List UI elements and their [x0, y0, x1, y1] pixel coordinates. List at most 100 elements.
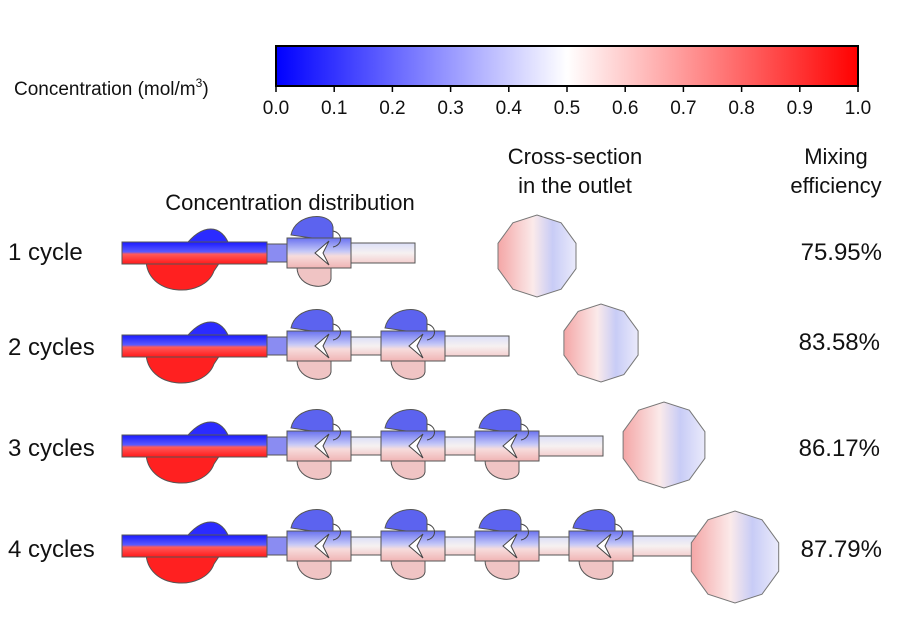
concentration-channel: [121, 509, 698, 584]
curved-baffle: [520, 523, 529, 541]
lower-lobe: [578, 559, 614, 580]
cross-section-polygon: [563, 303, 639, 383]
lower-lobe: [390, 559, 426, 580]
colorbar: Concentration (mol/m3) 0.0 0.1 0.2 0.3 0.4 0.…: [14, 45, 871, 119]
chevron-baffle: [314, 333, 330, 359]
colorbar-tick-label: 0.8: [728, 98, 754, 119]
upper-lobe: [478, 509, 522, 535]
mixing-unit: [286, 409, 352, 480]
colorbar-tick-label: 0.6: [612, 98, 638, 119]
curved-baffle: [426, 323, 435, 341]
outlet-cross-section: [690, 510, 780, 604]
curved-baffle: [520, 423, 529, 441]
mixing-unit: [474, 409, 540, 480]
connector-channel: [444, 536, 476, 556]
curved-baffle: [426, 523, 435, 541]
inlet-channel: [121, 334, 268, 358]
inlet-lower-bulb: [145, 551, 223, 584]
row-label: 1 cycle: [8, 239, 83, 266]
chevron-baffle: [408, 533, 424, 559]
curved-baffle: [332, 230, 341, 248]
lower-lobe: [484, 459, 520, 480]
colorbar-tick-label: 1.0: [845, 98, 871, 119]
lower-lobe: [296, 459, 332, 480]
connector-channel: [350, 436, 382, 456]
mixing-unit: [286, 309, 352, 380]
lower-lobe: [296, 266, 332, 287]
colorbar-tick-label: 0.7: [670, 98, 696, 119]
mixing-unit: [380, 409, 446, 480]
lower-lobe: [390, 459, 426, 480]
upper-lobe: [384, 409, 428, 435]
mixing-unit: [286, 216, 352, 287]
transition-channel: [266, 436, 288, 456]
lower-lobe: [484, 559, 520, 580]
mixing-efficiency: 87.79%: [801, 536, 882, 563]
inlet-lower-bulb: [145, 258, 223, 291]
curved-baffle: [332, 523, 341, 541]
connector-channel: [350, 336, 382, 356]
row-1-cycle: 1 cycle 75.95%: [8, 214, 882, 298]
chevron-baffle: [314, 433, 330, 459]
upper-lobe: [290, 309, 334, 335]
chevron-baffle: [314, 240, 330, 266]
inlet-channel: [121, 241, 268, 265]
concentration-channel: [121, 309, 510, 384]
colorbar-tick-label: 0.5: [554, 98, 580, 119]
outlet-cross-section: [497, 214, 577, 298]
mixing-efficiency: 86.17%: [799, 435, 880, 462]
upper-lobe: [384, 509, 428, 535]
colorbar-tick-label: 0.0: [263, 98, 289, 119]
curved-baffle: [426, 423, 435, 441]
transition-channel: [266, 536, 288, 556]
colorbar-tick-label: 0.9: [787, 98, 813, 119]
colorbar-tick-label: 0.4: [496, 98, 523, 119]
cross-section-polygon: [497, 214, 577, 298]
row-label: 4 cycles: [8, 536, 95, 563]
outlet-channel: [350, 242, 416, 264]
row-label: 2 cycles: [8, 334, 95, 361]
row-label: 3 cycles: [8, 435, 95, 462]
row-3-cycles: 3 cycles 86.17%: [8, 401, 880, 489]
header-mixing-line2: efficiency: [790, 173, 881, 198]
row-4-cycles: 4 cycles 87.79%: [8, 509, 882, 604]
header-mixing-line1: Mixing: [804, 144, 868, 169]
outlet-cross-section: [622, 401, 706, 489]
upper-lobe: [384, 309, 428, 335]
curved-baffle: [332, 423, 341, 441]
upper-lobe: [290, 409, 334, 435]
chevron-baffle: [596, 533, 612, 559]
colorbar-label: Concentration (mol/m3): [14, 76, 209, 100]
upper-lobe: [572, 509, 616, 535]
chevron-baffle: [502, 533, 518, 559]
chevron-baffle: [314, 533, 330, 559]
cross-section-polygon: [690, 510, 780, 604]
colorbar-gradient: [275, 45, 859, 87]
cross-section-polygon: [622, 401, 706, 489]
connector-channel: [538, 536, 570, 556]
mixing-unit: [380, 309, 446, 380]
mixing-efficiency: 83.58%: [799, 329, 880, 356]
connector-channel: [350, 536, 382, 556]
concentration-channel: [121, 409, 604, 484]
inlet-lower-bulb: [145, 451, 223, 484]
colorbar-tick-label: 0.2: [379, 98, 405, 119]
mixing-unit: [286, 509, 352, 580]
transition-channel: [266, 243, 288, 263]
lower-lobe: [296, 559, 332, 580]
header-distribution: Concentration distribution: [165, 190, 414, 215]
chevron-baffle: [502, 433, 518, 459]
outlet-cross-section: [563, 303, 639, 383]
inlet-channel: [121, 434, 268, 458]
colorbar-ticks: 0.0 0.1 0.2 0.3 0.4 0.5 0.6 0.7 0.8 0.9 1.0: [263, 86, 871, 119]
upper-lobe: [290, 216, 334, 242]
upper-lobe: [478, 409, 522, 435]
curved-baffle: [614, 523, 623, 541]
inlet-channel: [121, 534, 268, 558]
lower-lobe: [296, 359, 332, 380]
mixing-efficiency: 75.95%: [801, 239, 882, 266]
mixing-unit: [474, 509, 540, 580]
lower-lobe: [390, 359, 426, 380]
colorbar-tick-label: 0.1: [321, 98, 347, 119]
